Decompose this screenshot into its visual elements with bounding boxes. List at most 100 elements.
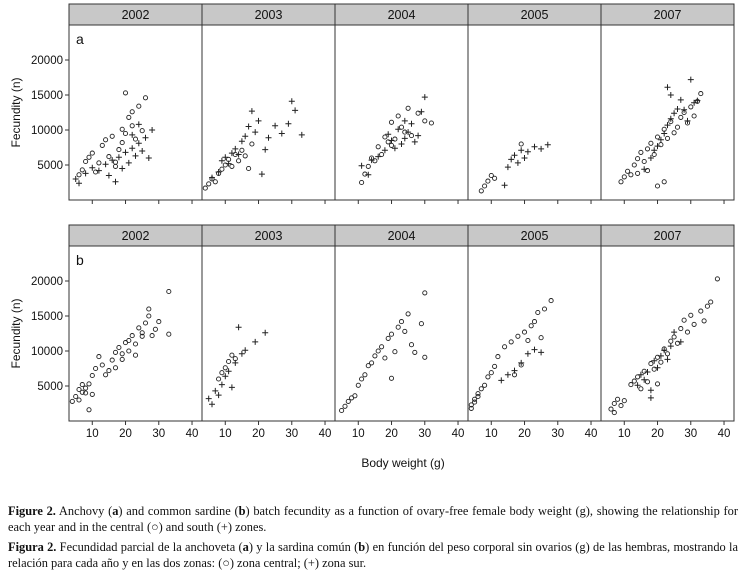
central-point: [242, 153, 248, 159]
x-tick-label: 10: [352, 428, 365, 440]
south-point: [288, 98, 295, 105]
central-point: [122, 130, 129, 137]
central-point: [83, 385, 89, 391]
y-axis-label: Fecundity (n): [9, 298, 23, 368]
south-point: [524, 148, 531, 155]
central-point: [116, 147, 122, 153]
central-point: [651, 366, 657, 372]
central-point: [691, 113, 697, 119]
central-point: [76, 386, 82, 393]
facet-year-label: 2005: [521, 8, 549, 22]
central-point: [648, 361, 654, 367]
south-point: [647, 387, 654, 394]
x-tick-label: 30: [418, 428, 431, 440]
central-point: [678, 114, 684, 120]
y-tick-label: 5000: [37, 160, 63, 172]
central-point: [83, 390, 89, 396]
y-tick-label: 15000: [31, 311, 63, 323]
central-point: [638, 149, 644, 155]
central-point: [478, 386, 484, 392]
central-point: [422, 354, 428, 360]
south-point: [511, 367, 518, 374]
south-point: [674, 106, 681, 112]
south-point: [538, 145, 545, 152]
central-point: [472, 399, 478, 405]
central-point: [641, 158, 647, 165]
south-point: [272, 122, 279, 129]
south-point: [411, 138, 418, 145]
south-point: [218, 157, 225, 164]
south-point: [95, 167, 102, 174]
central-point: [126, 348, 132, 354]
central-point: [132, 341, 139, 347]
south-point: [232, 359, 239, 366]
south-point: [521, 155, 528, 161]
central-point: [166, 331, 172, 337]
central-point: [359, 376, 365, 382]
south-point: [82, 170, 89, 177]
central-point: [475, 393, 481, 400]
central-point: [129, 123, 135, 129]
central-point: [492, 363, 498, 369]
central-point: [119, 140, 125, 146]
central-point: [538, 335, 544, 341]
central-point: [488, 172, 494, 179]
x-tick-label: 40: [319, 428, 332, 440]
south-point: [89, 164, 96, 171]
south-point: [212, 387, 219, 394]
south-point: [381, 147, 388, 154]
central-point: [122, 90, 129, 96]
central-point: [495, 354, 501, 360]
central-point: [405, 311, 411, 317]
south-point: [654, 143, 661, 150]
central-point: [109, 133, 115, 139]
central-point: [638, 386, 644, 392]
central-point: [661, 179, 667, 185]
facet-b-2005: 2005 10 20 30 40: [467, 224, 602, 440]
central-point: [388, 119, 395, 125]
caption-es-figure-number: Figura 2.: [8, 540, 57, 554]
central-point: [103, 137, 109, 143]
facet-b-2003: 2003 10 20 30 40: [201, 224, 336, 440]
central-point: [635, 156, 641, 162]
central-point: [654, 381, 661, 387]
central-point: [641, 368, 647, 374]
south-point: [112, 178, 119, 185]
south-point: [694, 97, 701, 104]
south-point: [285, 120, 292, 127]
central-point: [119, 351, 125, 357]
central-point: [99, 142, 105, 148]
south-point: [654, 364, 661, 371]
central-point: [112, 365, 119, 371]
central-point: [684, 329, 691, 335]
south-point: [677, 96, 684, 103]
south-point: [415, 132, 422, 139]
central-point: [126, 114, 132, 120]
y-tick-label: 5000: [37, 381, 63, 393]
central-point: [398, 124, 405, 130]
central-point: [408, 133, 415, 139]
south-point: [139, 148, 146, 154]
south-point: [209, 401, 215, 408]
panel-a: 2002 2003 2004 2005 2007 5000 10000 15000 20000 a…: [9, 3, 735, 204]
x-tick-label: 30: [551, 428, 564, 440]
facet-a-2004: 2004: [334, 3, 469, 204]
south-point: [252, 338, 259, 345]
facet-year-label: 2005: [521, 229, 549, 243]
south-point: [651, 147, 658, 154]
central-point: [704, 303, 710, 309]
central-point: [644, 146, 651, 152]
central-point: [79, 167, 85, 173]
central-point: [249, 141, 255, 147]
facet-year-label: 2007: [654, 8, 682, 22]
south-point: [102, 161, 109, 168]
south-point: [225, 368, 232, 375]
south-point: [667, 343, 674, 350]
south-point: [518, 359, 525, 366]
central-point: [116, 344, 122, 351]
south-point: [651, 357, 658, 364]
central-point: [129, 109, 135, 115]
south-point: [667, 92, 674, 98]
south-point: [368, 157, 375, 164]
south-point: [255, 117, 262, 124]
